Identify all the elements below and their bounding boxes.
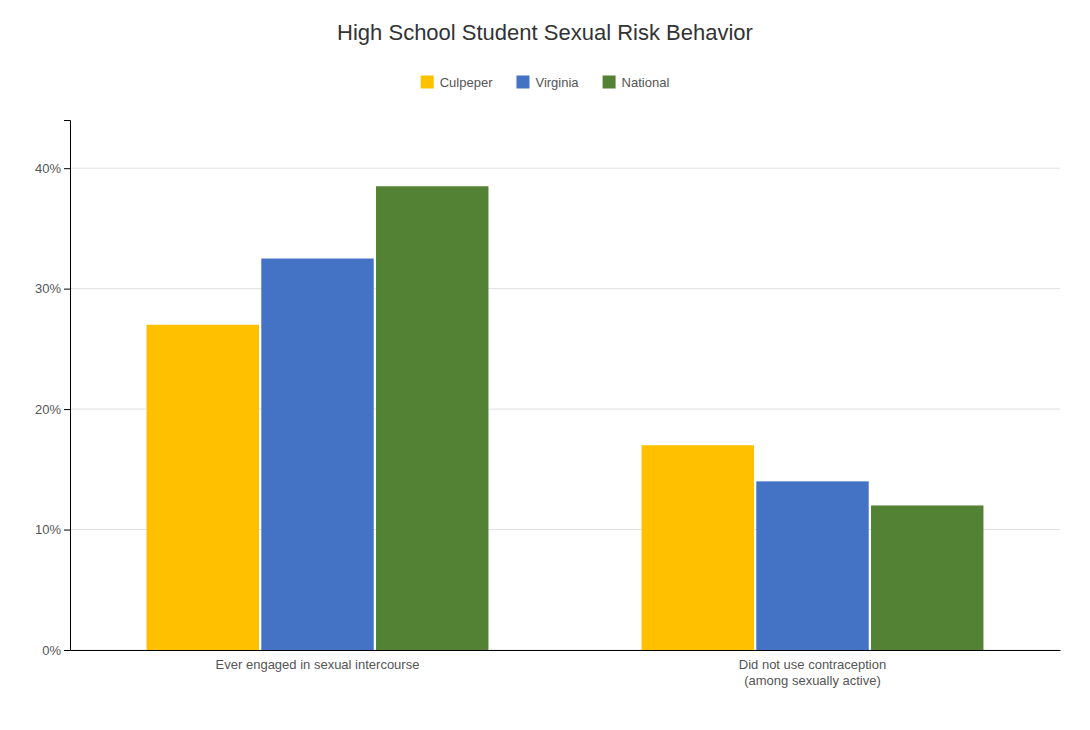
y-tick-label: 20%: [35, 402, 61, 417]
y-tick: 10%: [35, 522, 70, 537]
bar-series: [261, 259, 868, 650]
chart: 0% 10% 20% 30% 40% Ever engaged in sexual int…: [0, 0, 1090, 730]
legend-item: National: [603, 75, 670, 90]
y-tick: 0%: [42, 643, 70, 658]
x-tick-label: Ever engaged in sexual intercourse: [216, 657, 420, 672]
x-axis: Ever engaged in sexual intercourse Did no…: [71, 651, 1061, 688]
plot: 0% 10% 20% 30% 40% Ever engaged in sexual int…: [35, 121, 1061, 688]
bar: [261, 259, 373, 650]
x-tick: Did not use contraception(among sexually…: [739, 657, 886, 688]
y-tick-mark: [64, 650, 70, 651]
x-tick-label: Did not use contraception(among sexually…: [739, 657, 886, 688]
bar: [756, 481, 868, 650]
grid-line: [70, 168, 1060, 169]
y-tick: 20%: [35, 402, 70, 417]
y-tick-label: 10%: [35, 522, 61, 537]
y-tick-mark: [64, 409, 70, 410]
legend-label: Culpeper: [440, 75, 493, 90]
y-tick-mark: [64, 168, 70, 169]
bar-series: [376, 186, 983, 650]
x-tick-label-line: (among sexually active): [744, 673, 881, 688]
bar: [376, 186, 488, 650]
y-axis: 0% 10% 20% 30% 40%: [35, 121, 71, 658]
y-tick: 30%: [35, 281, 70, 296]
legend-item: Culpeper: [421, 75, 493, 90]
x-tick-label-line: Did not use contraception: [739, 657, 886, 672]
bar: [642, 445, 754, 650]
legend-label: National: [622, 75, 670, 90]
x-axis-line: [71, 650, 1061, 651]
y-tick-label: 30%: [35, 281, 61, 296]
x-tick-label-line: Ever engaged in sexual intercourse: [216, 657, 420, 672]
title: High School Student Sexual Risk Behavior: [337, 20, 753, 45]
legend-label: Virginia: [535, 75, 579, 90]
y-tick-label: 0%: [42, 643, 61, 658]
bar: [871, 505, 983, 650]
legend-swatch: [603, 76, 616, 89]
y-tick-label: 40%: [35, 161, 61, 176]
y-tick-mark: [64, 530, 70, 531]
legend-item: Virginia: [516, 75, 579, 90]
grid: [70, 168, 1060, 650]
y-tick-mark: [64, 289, 70, 290]
grid-line: [70, 288, 1060, 289]
bar: [147, 325, 259, 650]
y-tick: 40%: [35, 161, 70, 176]
legend: Culpeper Virginia National: [421, 75, 670, 90]
y-axis-line: [64, 121, 71, 651]
legend-swatch: [516, 76, 529, 89]
bars: [147, 186, 984, 650]
legend-swatch: [421, 76, 434, 89]
x-tick: Ever engaged in sexual intercourse: [216, 657, 420, 672]
